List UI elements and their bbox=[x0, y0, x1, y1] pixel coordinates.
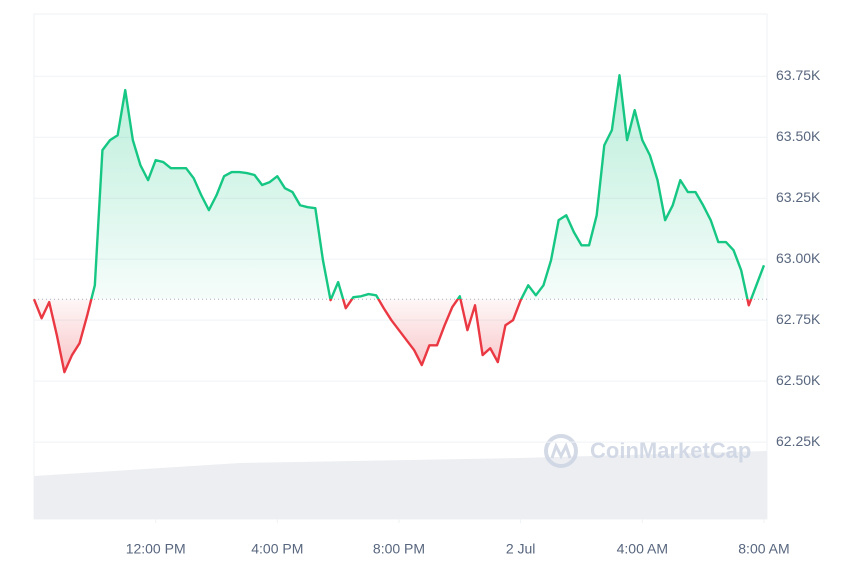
y-tick-label: 62.75K bbox=[776, 311, 821, 327]
y-tick-label: 63.00K bbox=[776, 250, 821, 266]
y-tick-label: 63.75K bbox=[776, 67, 821, 83]
watermark-logo-mark bbox=[550, 442, 572, 460]
x-tick-label: 8:00 AM bbox=[738, 541, 789, 557]
y-tick-label: 62.50K bbox=[776, 372, 821, 388]
price-area bbox=[34, 75, 764, 373]
x-tick-label: 12:00 PM bbox=[126, 541, 186, 557]
x-tick-label: 4:00 PM bbox=[251, 541, 303, 557]
y-tick-label: 62.25K bbox=[776, 433, 821, 449]
y-tick-label: 63.25K bbox=[776, 189, 821, 205]
price-line bbox=[32, 74, 766, 374]
watermark-text: CoinMarketCap bbox=[590, 438, 751, 463]
watermark-logo bbox=[544, 434, 578, 468]
x-tick-label: 4:00 AM bbox=[617, 541, 668, 557]
y-tick-label: 63.50K bbox=[776, 128, 821, 144]
volume-strip bbox=[34, 451, 767, 519]
x-tick-label: 2 Jul bbox=[506, 541, 536, 557]
x-tick-label: 8:00 PM bbox=[373, 541, 425, 557]
